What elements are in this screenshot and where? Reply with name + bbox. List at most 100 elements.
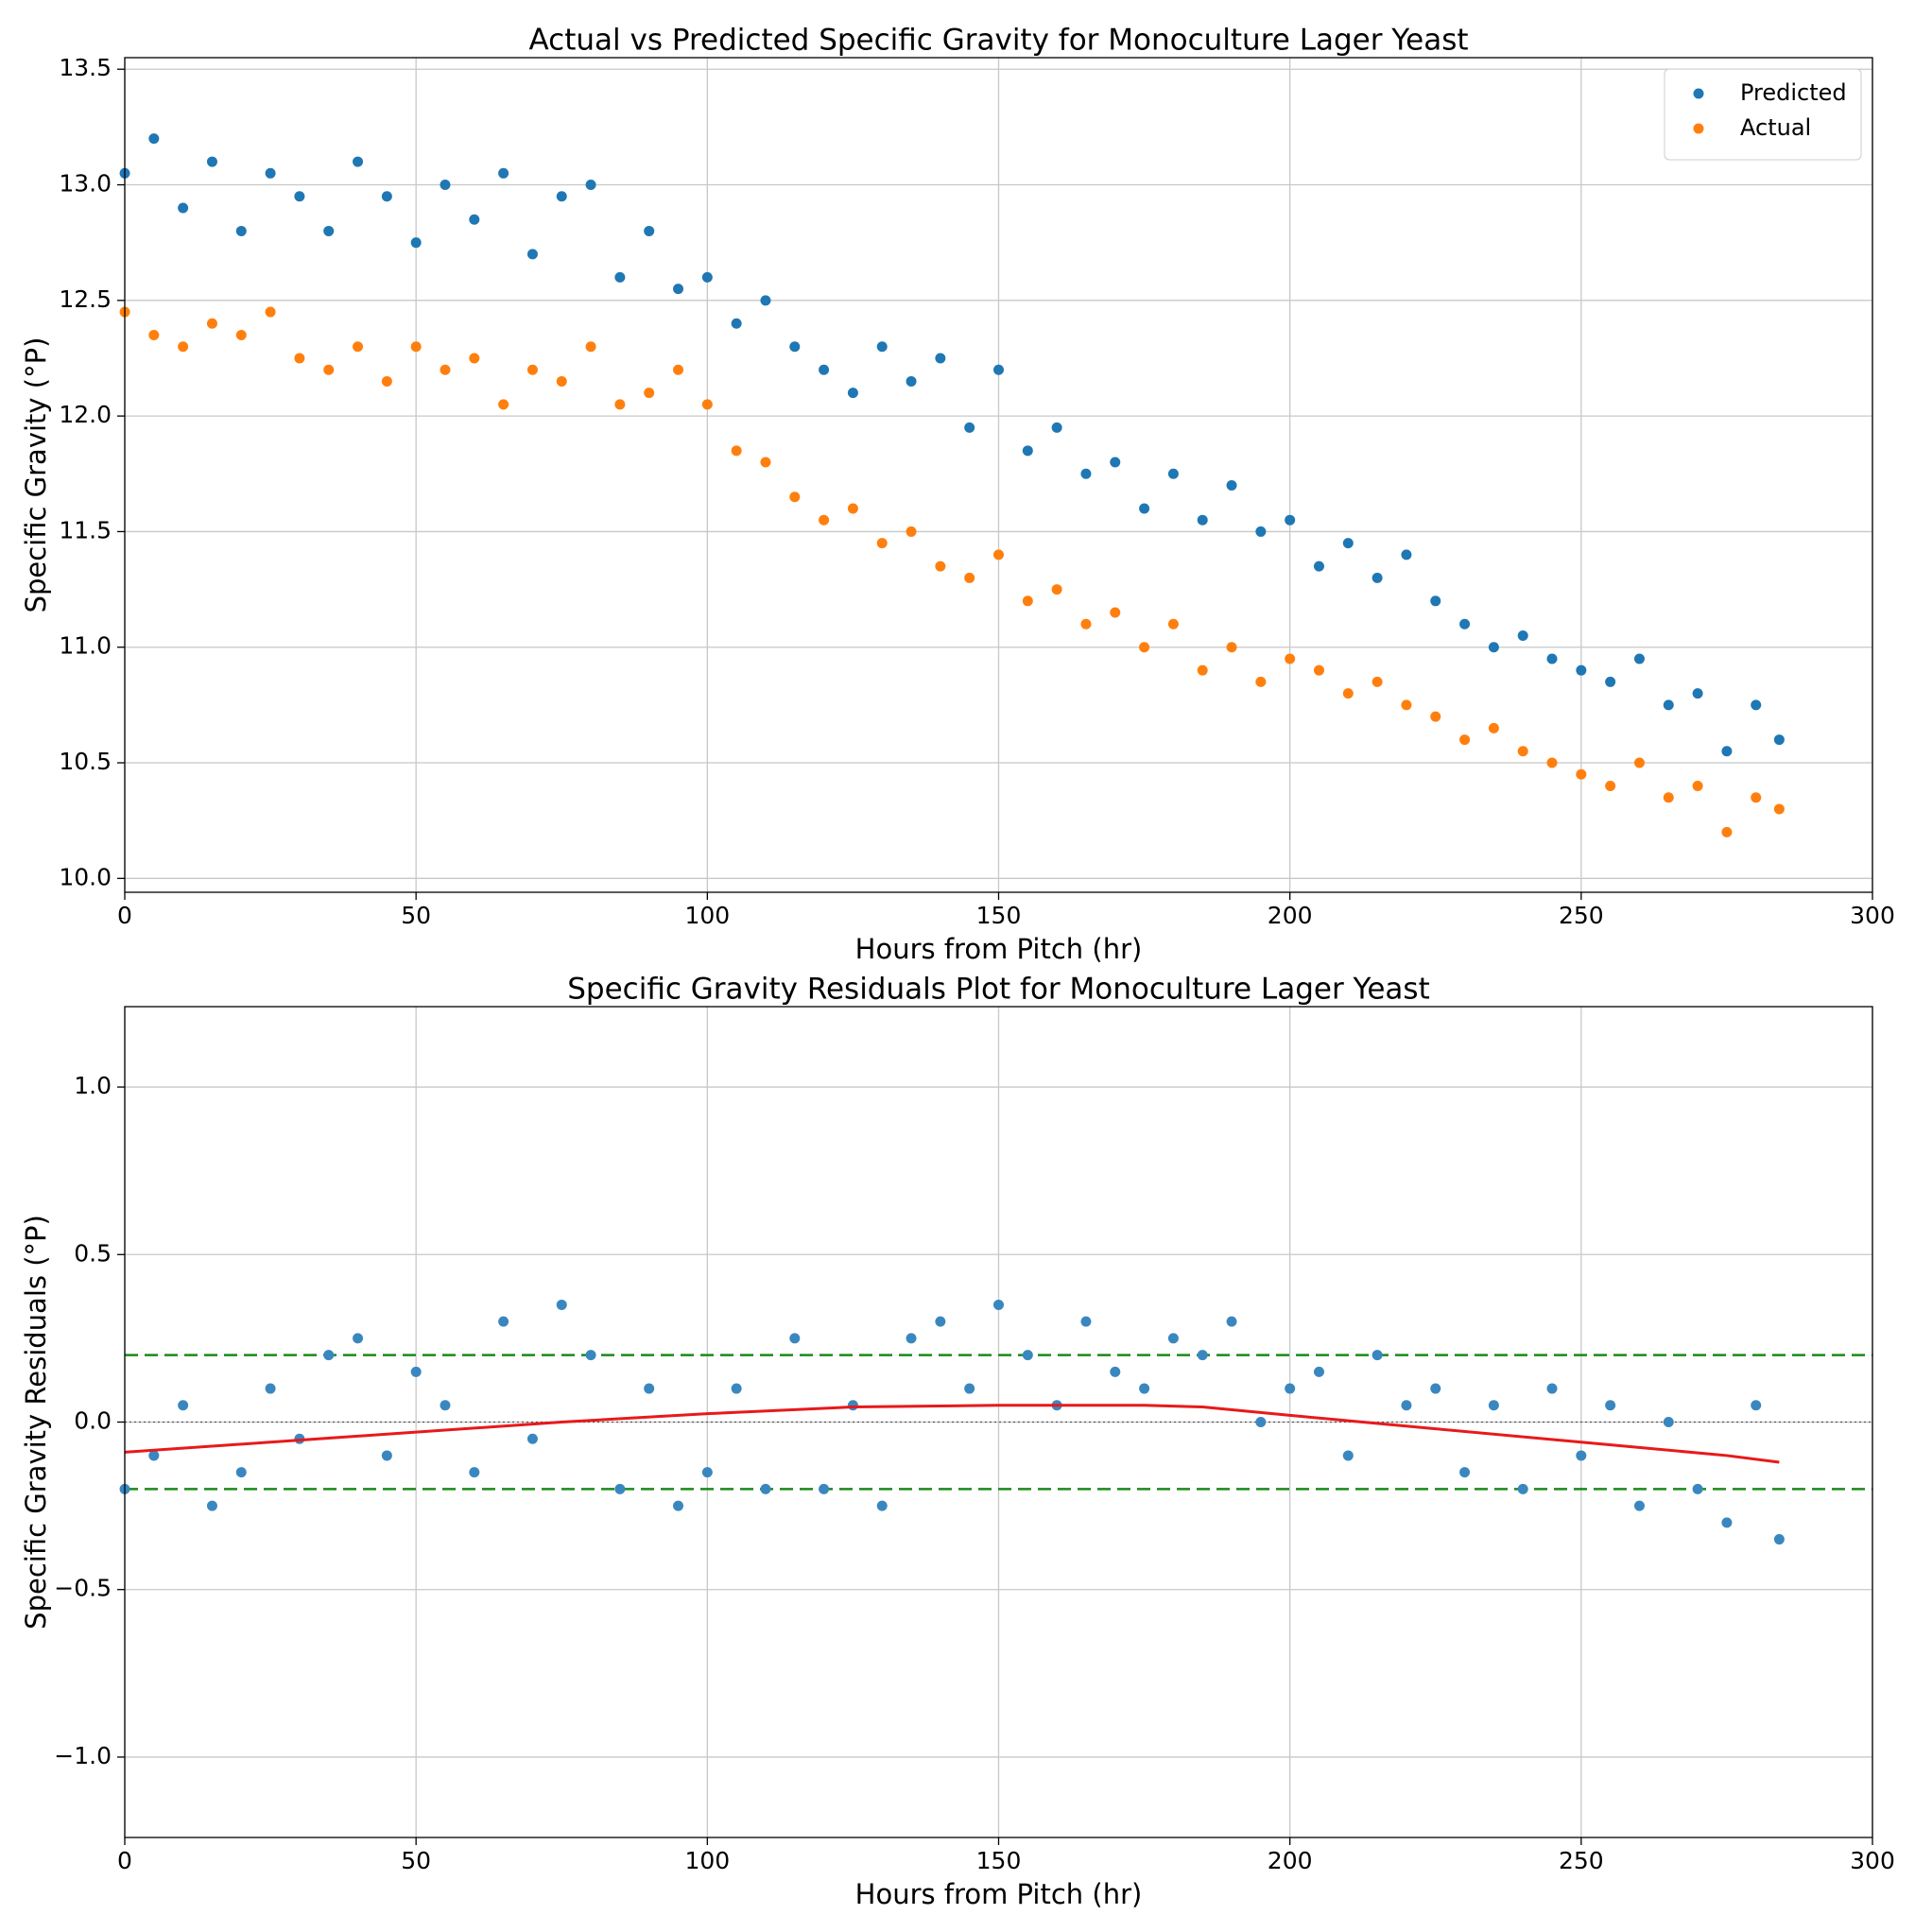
point [1633,653,1645,664]
point [673,1500,684,1511]
point [1080,618,1092,630]
point [935,561,946,572]
point [1517,630,1528,641]
point [760,295,771,306]
point [1372,676,1383,687]
point [1430,711,1441,722]
point [440,180,451,191]
point [469,214,480,225]
point [1110,1366,1121,1377]
point [1605,676,1616,687]
point [819,364,830,375]
point [906,526,917,537]
point [1255,1417,1267,1427]
point [585,1350,596,1361]
point [1285,514,1296,526]
y-tick-label: 13.5 [59,54,112,81]
point [1255,676,1267,687]
point [993,364,1004,375]
point [235,330,247,341]
point [731,1383,742,1394]
point [1080,1316,1092,1327]
y-tick-label: −0.5 [54,1575,112,1602]
point [1721,1517,1733,1528]
point [585,341,596,353]
point [760,457,771,468]
y-tick-label: 12.0 [59,401,112,428]
point [1342,688,1354,699]
point [1051,584,1062,595]
point [1022,445,1033,457]
point [410,1366,422,1377]
point [1692,1483,1703,1494]
point [1773,1534,1785,1545]
point [993,1299,1004,1310]
point [1459,734,1471,746]
point [1226,480,1237,492]
point [265,306,276,318]
y-tick-label: 11.0 [59,632,112,660]
x-tick-label: 250 [1559,902,1604,929]
point [178,1400,189,1411]
point [323,225,335,236]
legend-label: Actual [1740,114,1811,141]
x-tick-label: 200 [1268,1847,1313,1874]
point [1167,618,1179,630]
point [847,503,858,514]
point [556,191,567,202]
point [1517,746,1528,757]
point [1773,734,1785,746]
point [235,1467,247,1478]
point [1167,1333,1179,1344]
point [1139,503,1150,514]
point [1576,1450,1587,1461]
point [964,422,975,433]
point [1488,722,1499,733]
point [381,375,392,387]
point [819,1483,830,1494]
point [1197,664,1208,676]
x-tick-label: 100 [684,1847,730,1874]
point [498,167,509,179]
axes-frame [124,57,1873,893]
point [1576,768,1587,780]
point [644,225,655,236]
point [1546,653,1558,664]
point [353,156,364,167]
point [1751,792,1762,803]
point [1226,642,1237,653]
x-axis-label: Hours from Pitch (hr) [855,1878,1143,1910]
point [1401,549,1412,561]
point [673,364,684,375]
point [440,1400,451,1411]
y-tick-label: 10.0 [59,863,112,890]
plot: 0 50 100 150 200 250 300 10.0 10.5 11.0 11.5 12.0 12… [20,24,1895,966]
point [847,1400,858,1411]
point [876,538,888,549]
point [1663,792,1674,803]
point [526,1433,538,1444]
y-tick-label: 10.5 [59,748,112,775]
point [585,180,596,191]
legend-box [1664,68,1862,161]
point [1197,514,1208,526]
point [789,341,801,353]
point [1226,1316,1237,1327]
point [148,1450,160,1461]
point [1197,1350,1208,1361]
point [1080,468,1092,479]
point [876,341,888,353]
point [964,1383,975,1394]
point [1721,746,1733,757]
point [1342,538,1354,549]
point [498,399,509,410]
point [410,237,422,249]
point [614,399,626,410]
x-tick-label: 300 [1850,902,1895,929]
point [1605,780,1616,791]
point [556,375,567,387]
point [294,191,305,202]
point [1313,664,1324,676]
point [760,1483,771,1494]
